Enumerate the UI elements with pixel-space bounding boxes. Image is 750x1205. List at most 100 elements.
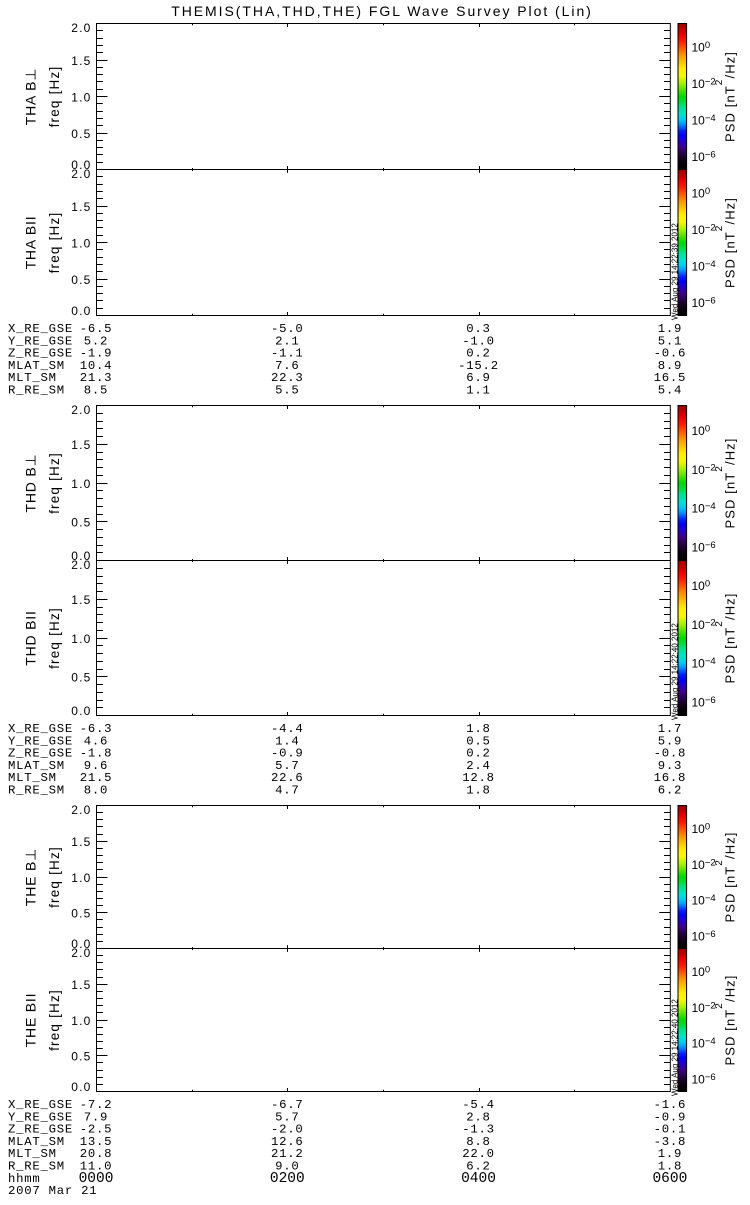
svg-text:1.0: 1.0	[71, 477, 91, 491]
svg-text:R_RE_SM: R_RE_SM	[8, 1160, 65, 1174]
svg-text:1.9: 1.9	[658, 322, 682, 336]
svg-text:5.5: 5.5	[275, 384, 299, 398]
svg-text:0600: 0600	[652, 1171, 687, 1187]
svg-text:0.2: 0.2	[466, 347, 490, 361]
svg-text:16.8: 16.8	[654, 771, 687, 785]
svg-text:22.0: 22.0	[462, 1147, 495, 1161]
svg-text:10−6: 10−6	[692, 150, 716, 165]
svg-text:MLAT_SM: MLAT_SM	[8, 1135, 65, 1149]
svg-text:-1.3: -1.3	[462, 1123, 495, 1137]
svg-text:Z_RE_GSE: Z_RE_GSE	[8, 1123, 73, 1137]
svg-text:X_RE_GSE: X_RE_GSE	[8, 1098, 73, 1112]
svg-text:1.8: 1.8	[466, 784, 490, 798]
svg-text:10−6: 10−6	[692, 540, 716, 555]
svg-text:1.0: 1.0	[71, 871, 91, 885]
svg-text:100: 100	[692, 965, 711, 980]
svg-text:-0.9: -0.9	[654, 1110, 687, 1124]
svg-text:Y_RE_GSE: Y_RE_GSE	[8, 334, 73, 348]
svg-text:THA B⊥: THA B⊥	[23, 68, 39, 125]
svg-text:2.0: 2.0	[71, 946, 91, 960]
svg-text:0.0: 0.0	[71, 1080, 91, 1094]
svg-text:5.7: 5.7	[275, 759, 299, 773]
svg-text:freq [Hz]: freq [Hz]	[47, 66, 62, 128]
svg-text:1.1: 1.1	[466, 384, 490, 398]
svg-text:2.0: 2.0	[71, 403, 91, 417]
svg-text:THD BII: THD BII	[23, 610, 39, 665]
svg-text:9.0: 9.0	[275, 1160, 299, 1174]
svg-text:0.0: 0.0	[71, 937, 91, 951]
svg-text:Y_RE_GSE: Y_RE_GSE	[8, 734, 73, 748]
svg-text:100: 100	[692, 822, 711, 837]
svg-text:0000: 0000	[79, 1171, 114, 1187]
svg-text:Z_RE_GSE: Z_RE_GSE	[8, 347, 73, 361]
svg-text:5.7: 5.7	[275, 1110, 299, 1124]
svg-text:THA BII: THA BII	[23, 216, 39, 270]
svg-text:MLT_SM: MLT_SM	[8, 371, 57, 385]
svg-text:1.5: 1.5	[71, 54, 91, 68]
svg-text:10−2: 10−2	[692, 617, 716, 632]
svg-text:8.0: 8.0	[84, 784, 108, 798]
svg-text:THD B⊥: THD B⊥	[23, 454, 39, 513]
svg-text:-0.8: -0.8	[654, 747, 687, 761]
svg-text:7.6: 7.6	[275, 359, 299, 373]
svg-text:10−6: 10−6	[692, 929, 716, 944]
svg-text:22.3: 22.3	[271, 371, 304, 385]
svg-text:freq [Hz]: freq [Hz]	[47, 989, 62, 1051]
svg-text:1.8: 1.8	[658, 1160, 682, 1174]
svg-text:10−4: 10−4	[692, 1036, 716, 1051]
svg-text:1.5: 1.5	[71, 593, 91, 607]
svg-text:Z_RE_GSE: Z_RE_GSE	[8, 747, 73, 761]
svg-text:-15.2: -15.2	[458, 359, 499, 373]
svg-text:1.7: 1.7	[658, 722, 682, 736]
svg-text:21.3: 21.3	[80, 371, 113, 385]
svg-text:100: 100	[692, 186, 711, 201]
svg-text:1.8: 1.8	[466, 722, 490, 736]
svg-text:MLT_SM: MLT_SM	[8, 1147, 57, 1161]
svg-text:-6.5: -6.5	[80, 322, 113, 336]
svg-text:0.5: 0.5	[71, 516, 91, 530]
svg-text:10−4: 10−4	[692, 259, 716, 274]
svg-text:THEMIS(THA,THD,THE) FGL Wave S: THEMIS(THA,THD,THE) FGL Wave Survey Plot…	[171, 3, 593, 19]
svg-text:-2.0: -2.0	[271, 1123, 304, 1137]
svg-text:THE B⊥: THE B⊥	[23, 848, 39, 906]
svg-text:6.2: 6.2	[658, 784, 682, 798]
svg-text:5.2: 5.2	[84, 334, 108, 348]
svg-text:-1.0: -1.0	[462, 334, 495, 348]
svg-text:0.0: 0.0	[71, 158, 91, 172]
svg-text:THE BII: THE BII	[23, 993, 39, 1048]
svg-text:X_RE_GSE: X_RE_GSE	[8, 722, 73, 736]
svg-text:1.0: 1.0	[71, 632, 91, 646]
svg-text:Wed Aug 29 14:22:40 2012: Wed Aug 29 14:22:40 2012	[670, 999, 679, 1096]
svg-text:2.0: 2.0	[71, 803, 91, 817]
svg-text:-1.6: -1.6	[654, 1098, 687, 1112]
svg-text:5.9: 5.9	[658, 734, 682, 748]
svg-text:20.8: 20.8	[80, 1147, 113, 1161]
svg-text:MLT_SM: MLT_SM	[8, 771, 57, 785]
svg-text:R_RE_SM: R_RE_SM	[8, 784, 65, 798]
svg-text:10−4: 10−4	[692, 113, 716, 128]
svg-text:0.2: 0.2	[466, 747, 490, 761]
svg-text:10−2: 10−2	[692, 857, 716, 872]
svg-text:R_RE_SM: R_RE_SM	[8, 384, 65, 398]
svg-text:freq [Hz]: freq [Hz]	[47, 452, 62, 514]
svg-text:1.5: 1.5	[71, 835, 91, 849]
svg-text:1.0: 1.0	[71, 236, 91, 250]
svg-text:10−4: 10−4	[692, 893, 716, 908]
svg-text:-6.3: -6.3	[80, 722, 113, 736]
svg-text:-6.7: -6.7	[271, 1098, 304, 1112]
svg-text:1.5: 1.5	[71, 438, 91, 452]
svg-text:Wed Aug 29 14:22:40 2012: Wed Aug 29 14:22:40 2012	[670, 623, 679, 720]
svg-text:0.0: 0.0	[71, 304, 91, 318]
svg-text:11.0: 11.0	[80, 1160, 113, 1174]
svg-text:Y_RE_GSE: Y_RE_GSE	[8, 1110, 73, 1124]
svg-text:10−2: 10−2	[692, 223, 716, 238]
svg-text:0.5: 0.5	[71, 1050, 91, 1064]
svg-text:hhmm: hhmm	[8, 1172, 41, 1186]
svg-text:9.6: 9.6	[84, 759, 108, 773]
svg-text:9.3: 9.3	[658, 759, 682, 773]
svg-text:0200: 0200	[270, 1171, 305, 1187]
svg-text:0.5: 0.5	[71, 273, 91, 287]
svg-text:1.0: 1.0	[71, 90, 91, 104]
svg-text:10.4: 10.4	[80, 359, 113, 373]
svg-text:1.5: 1.5	[71, 978, 91, 992]
